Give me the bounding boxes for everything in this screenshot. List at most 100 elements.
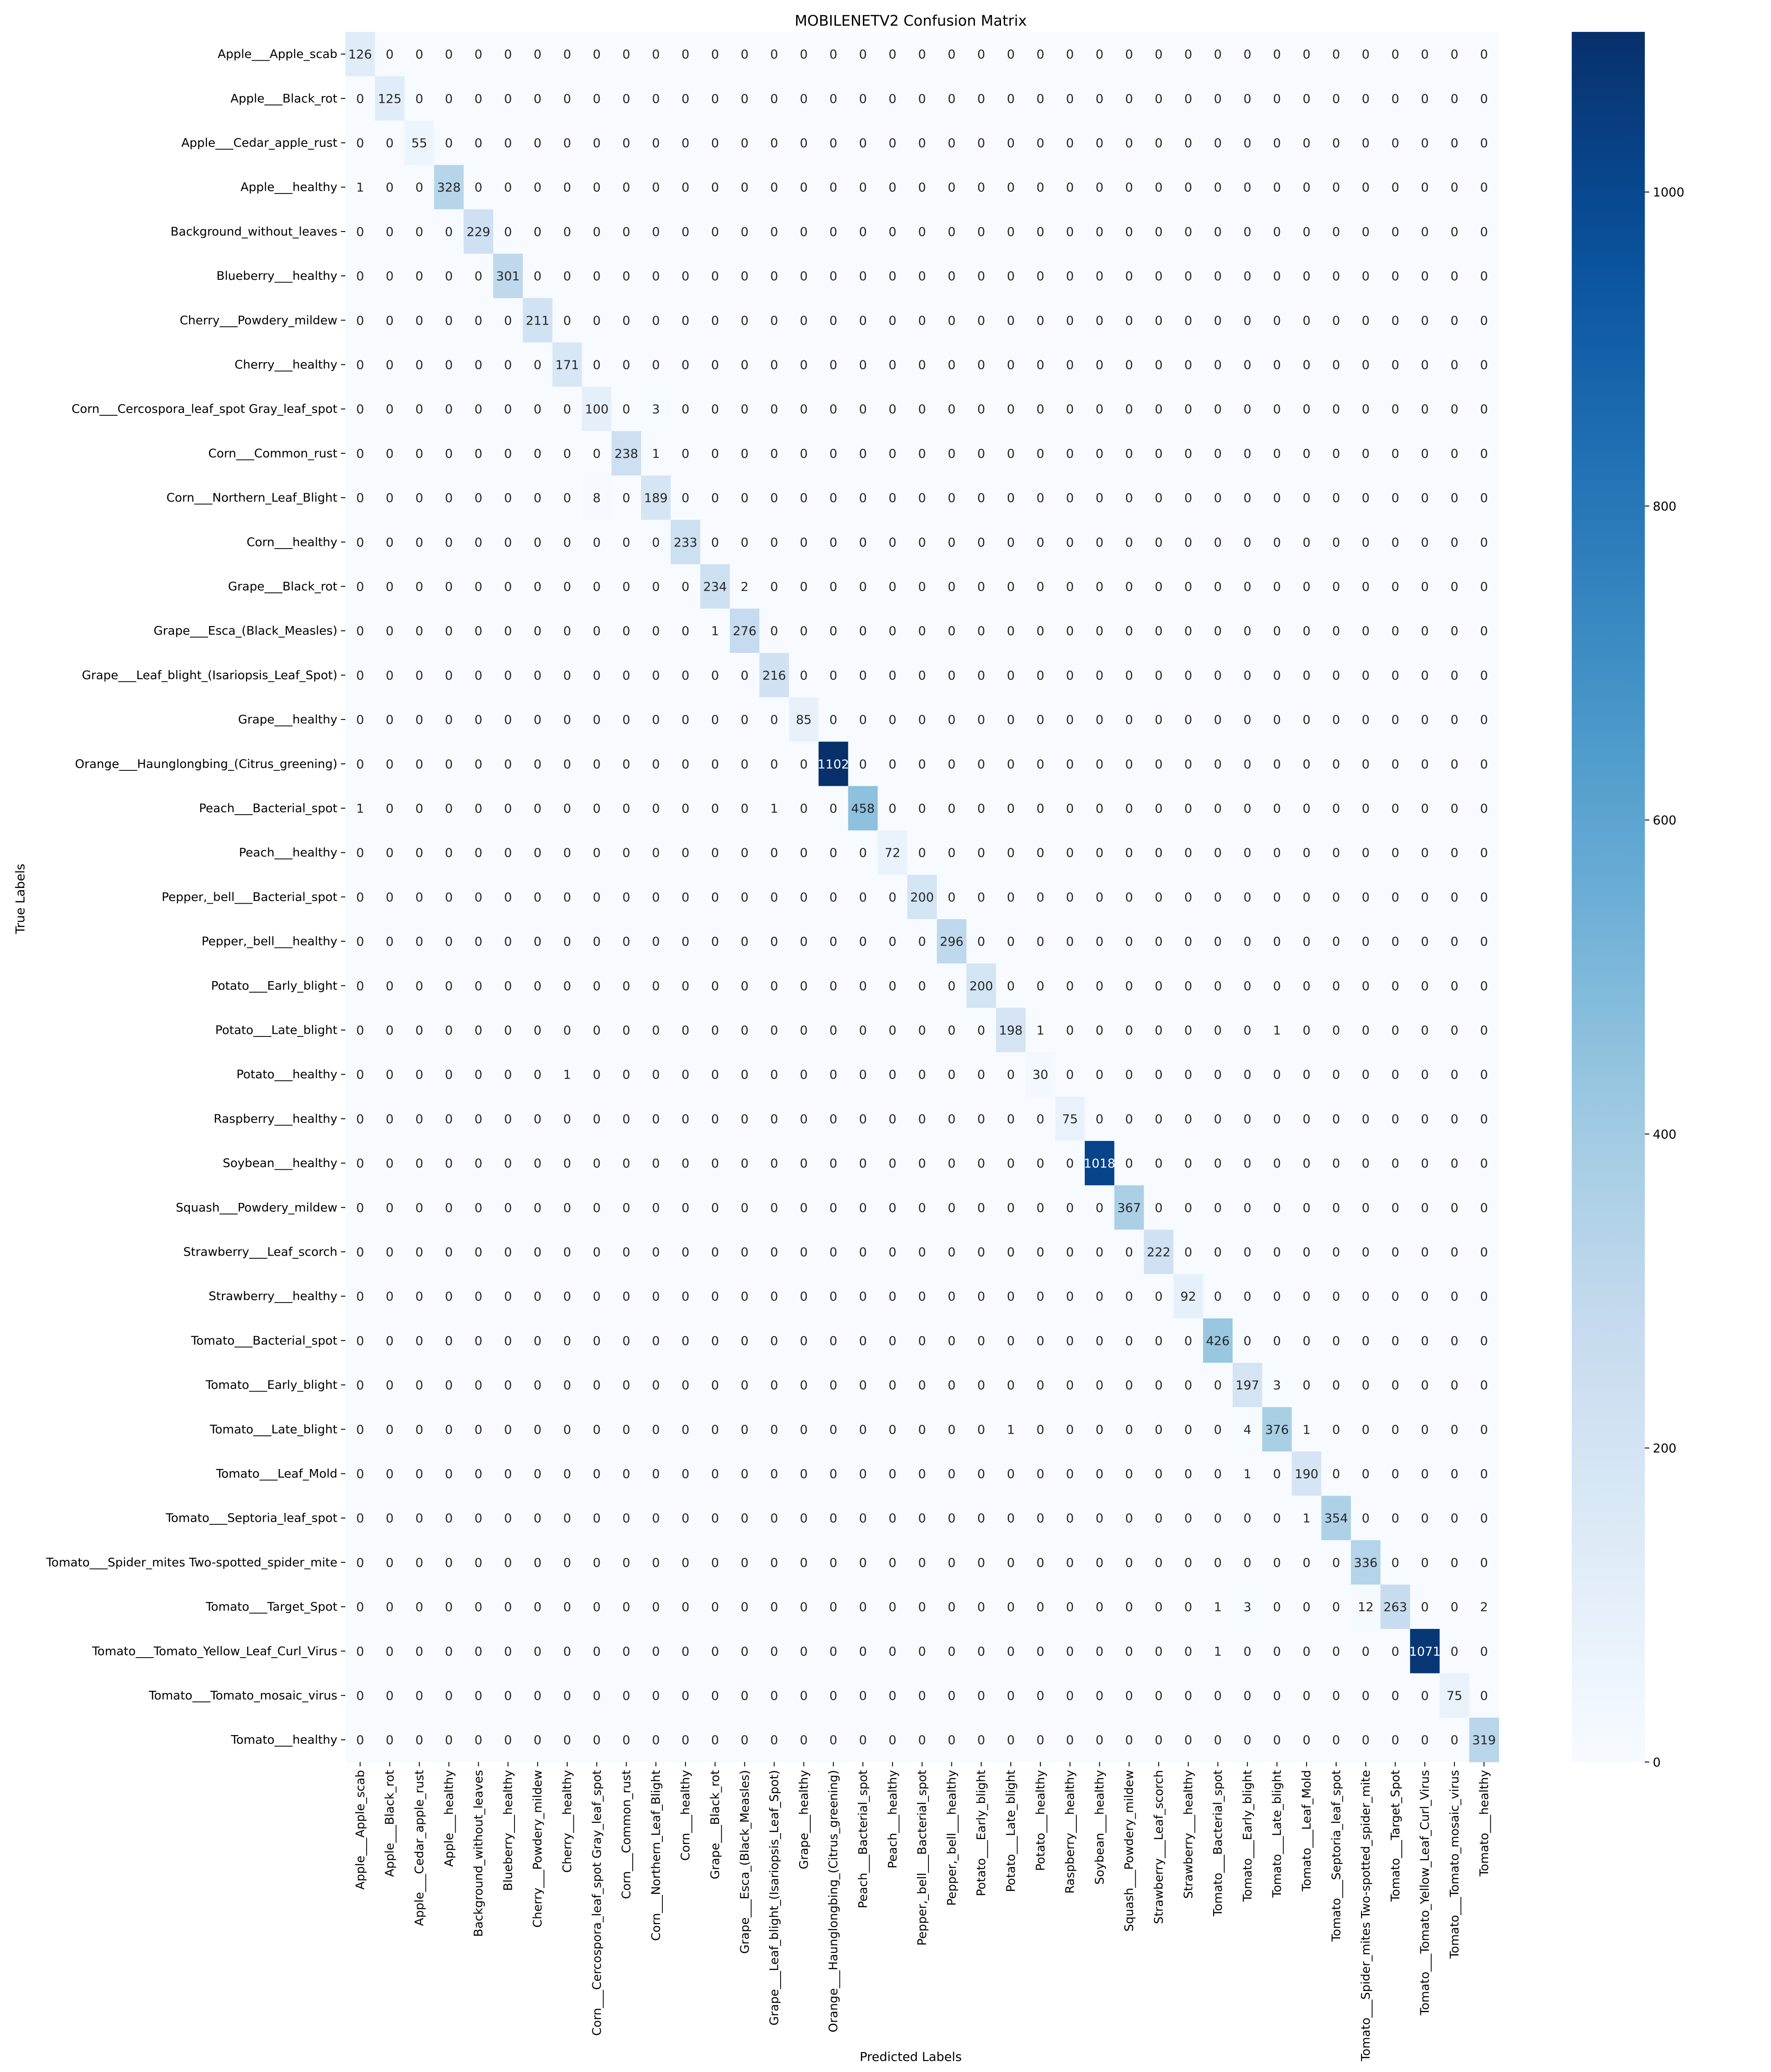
heatmap-cell [996, 786, 1026, 831]
cell-value-label: 0 [918, 978, 926, 993]
cell-value-label: 0 [741, 846, 749, 860]
cell-value-label: 0 [1036, 402, 1044, 417]
cell-value-label: 0 [445, 1422, 453, 1437]
heatmap-cell [1292, 32, 1322, 77]
cell-value-label: 354 [1324, 1511, 1348, 1526]
cell-value-label: 0 [1125, 402, 1133, 417]
cell-value-label: 0 [475, 47, 483, 62]
heatmap-cell [670, 32, 701, 77]
heatmap-cell [878, 298, 908, 343]
heatmap-cell [730, 564, 760, 609]
cell-value-label: 0 [623, 358, 630, 372]
cell-value-label: 0 [1362, 1023, 1370, 1038]
cell-value-label: 0 [1273, 757, 1281, 771]
cell-value-label: 0 [918, 1334, 926, 1348]
heatmap-cell [1233, 786, 1263, 831]
cell-value-label: 0 [445, 934, 453, 949]
heatmap-cell [611, 165, 642, 210]
cell-value-label: 0 [770, 491, 778, 505]
cell-value-label: 0 [1273, 580, 1281, 594]
cell-value-label: 0 [652, 1644, 660, 1658]
heatmap-cell [404, 608, 434, 653]
heatmap-cell [493, 475, 523, 520]
heatmap-cell [1114, 874, 1145, 920]
cell-value-label: 0 [563, 1467, 571, 1481]
cell-value-label: 0 [475, 1289, 483, 1304]
cell-value-label: 0 [1066, 535, 1074, 549]
cell-value-label: 0 [534, 1334, 541, 1348]
heatmap-cell [552, 653, 582, 698]
heatmap-cell [730, 919, 760, 964]
cell-value-label: 0 [829, 580, 837, 594]
heatmap-cell [611, 742, 642, 786]
heatmap-cell [937, 653, 967, 698]
cell-value-label: 92 [1180, 1289, 1196, 1304]
cell-value-label: 0 [681, 1023, 689, 1038]
heatmap-cell [937, 830, 967, 875]
cell-value-label: 0 [770, 1511, 778, 1526]
heatmap-cell [1351, 830, 1381, 875]
cell-value-label: 0 [918, 801, 926, 816]
cell-value-label: 0 [1155, 47, 1163, 62]
heatmap-cell [700, 120, 730, 166]
heatmap-cell [1203, 475, 1233, 520]
heatmap-cell [1203, 963, 1233, 1008]
cell-value-label: 0 [1391, 1334, 1399, 1348]
heatmap-cell [1233, 653, 1263, 698]
cell-value-label: 0 [889, 580, 897, 594]
cell-value-label: 0 [1066, 1467, 1074, 1481]
cell-value-label: 0 [475, 1422, 483, 1437]
cell-value-label: 0 [386, 1511, 394, 1526]
heatmap-cell [937, 1008, 967, 1053]
heatmap-cell [1262, 520, 1292, 564]
cell-value-label: 0 [1125, 47, 1133, 62]
cell-value-label: 0 [1421, 269, 1429, 283]
x-tick-label: Orange___Haunglongbing_(Citrus_greening) [827, 1770, 840, 2033]
heatmap-cell [1469, 209, 1499, 254]
heatmap-cell [1173, 520, 1203, 564]
cell-value-label: 0 [563, 402, 571, 417]
cell-value-label: 0 [918, 91, 926, 106]
cell-value-label: 0 [1036, 801, 1044, 816]
heatmap-cell [700, 209, 730, 254]
cell-value-label: 0 [475, 358, 483, 372]
cell-value-label: 0 [977, 624, 985, 638]
colorbar-tick-label: 600 [1653, 813, 1676, 827]
cell-value-label: 0 [977, 313, 985, 328]
y-tick-label: Apple___healthy [240, 181, 337, 194]
cell-value-label: 0 [1155, 1112, 1163, 1126]
cell-value-label: 0 [1303, 801, 1311, 816]
heatmap-cell [611, 874, 642, 920]
heatmap-cell [464, 431, 494, 476]
heatmap-cell [434, 387, 464, 432]
cell-value-label: 0 [1007, 1600, 1015, 1614]
cell-value-label: 0 [1421, 313, 1429, 328]
y-tick-label: Potato___healthy [236, 1068, 337, 1082]
heatmap-cell [818, 165, 849, 210]
heatmap-cell [996, 874, 1026, 920]
heatmap-cell [730, 32, 760, 77]
cell-value-label: 0 [800, 269, 808, 283]
cell-value-label: 0 [1421, 224, 1429, 239]
cell-value-label: 0 [652, 1733, 660, 1747]
cell-value-label: 0 [1214, 1156, 1222, 1171]
cell-value-label: 0 [1362, 1511, 1370, 1526]
cell-value-label: 0 [829, 1200, 837, 1215]
heatmap-cell [404, 76, 434, 121]
cell-value-label: 0 [947, 757, 955, 771]
heatmap-cell [522, 209, 553, 254]
cell-value-label: 0 [386, 180, 394, 195]
cell-value-label: 0 [593, 1644, 601, 1658]
cell-value-label: 0 [1450, 1156, 1458, 1171]
cell-value-label: 0 [947, 1112, 955, 1126]
cell-value-label: 0 [504, 846, 512, 860]
cell-value-label: 0 [1362, 1644, 1370, 1658]
heatmap-cell [878, 564, 908, 609]
cell-value-label: 0 [889, 712, 897, 727]
cell-value-label: 0 [711, 269, 719, 283]
cell-value-label: 0 [947, 624, 955, 638]
cell-value-label: 0 [741, 535, 749, 549]
cell-value-label: 0 [947, 491, 955, 505]
heatmap-cell [434, 608, 464, 653]
cell-value-label: 0 [1303, 180, 1311, 195]
